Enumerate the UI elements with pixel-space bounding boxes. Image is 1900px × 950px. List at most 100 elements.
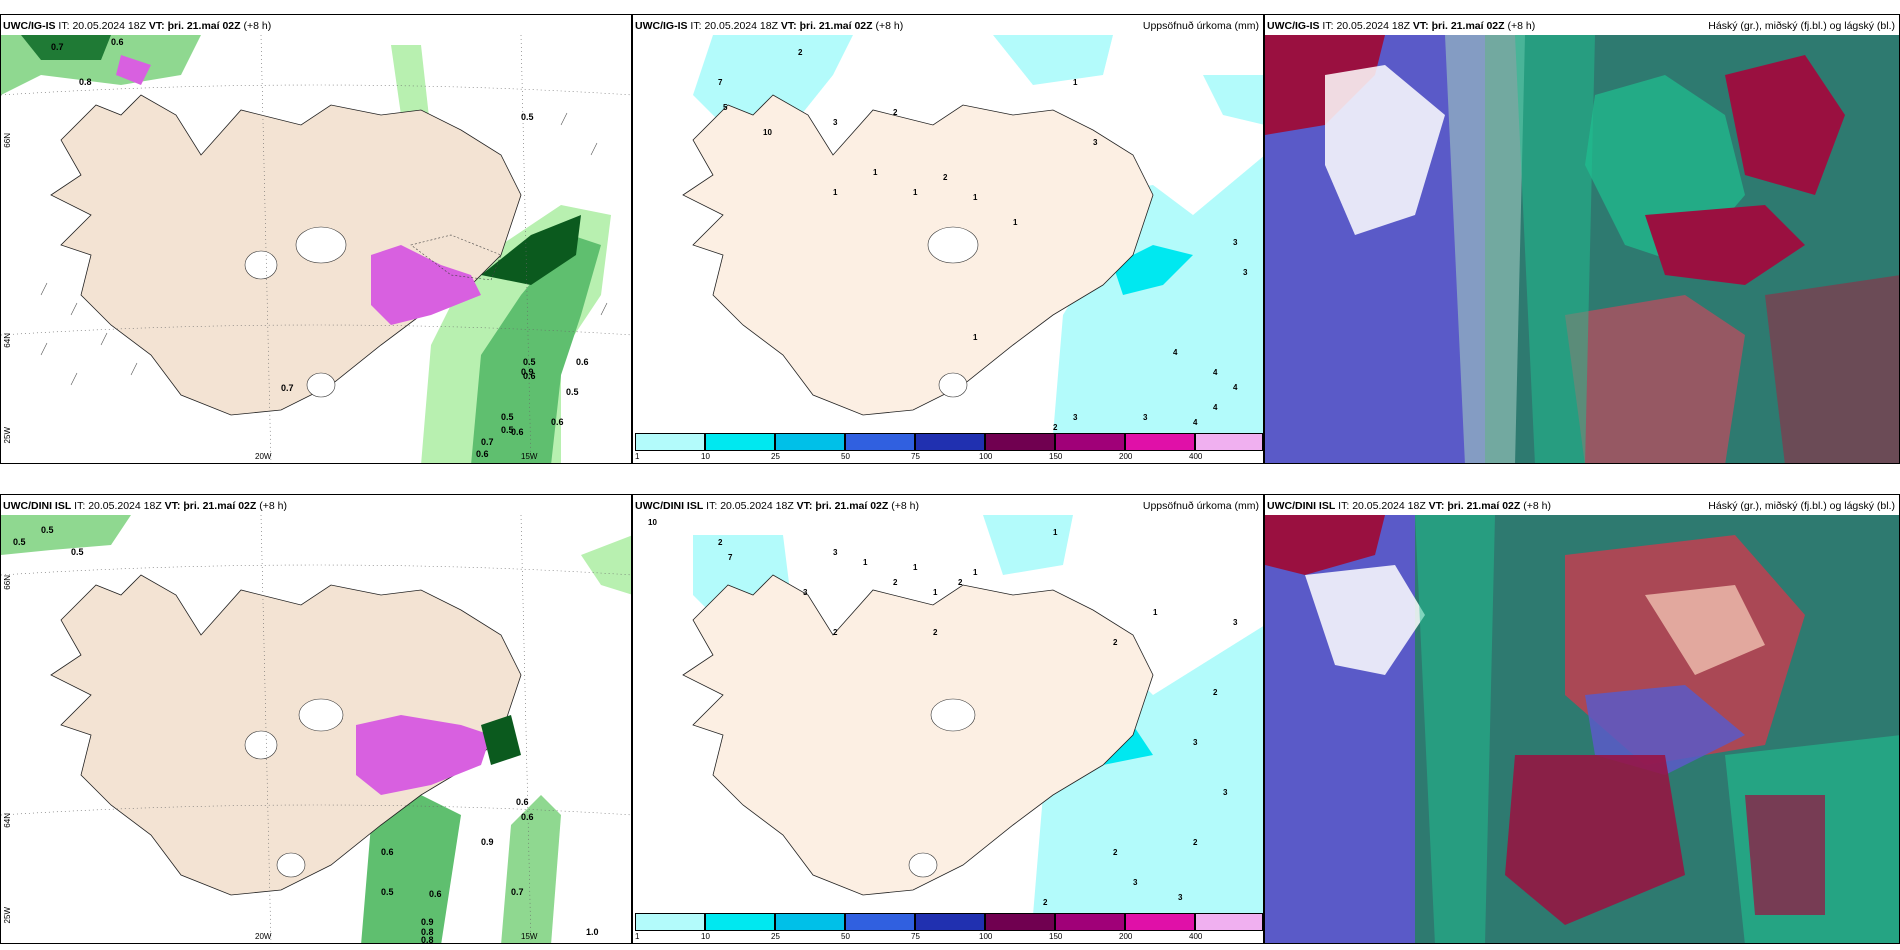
svg-text:3: 3 bbox=[1223, 788, 1228, 797]
svg-text:0.6: 0.6 bbox=[511, 427, 524, 437]
svg-text:3: 3 bbox=[1243, 268, 1248, 277]
svg-text:0.9: 0.9 bbox=[521, 367, 534, 377]
lon-label-15w: 15W bbox=[521, 452, 538, 461]
svg-text:3: 3 bbox=[1233, 238, 1238, 247]
value-label: 0.5 bbox=[521, 112, 534, 122]
svg-text:3: 3 bbox=[833, 548, 838, 557]
svg-text:0.6: 0.6 bbox=[476, 449, 489, 459]
cloud-map-top bbox=[1265, 35, 1899, 463]
svg-text:0.8: 0.8 bbox=[421, 935, 434, 944]
svg-text:10: 10 bbox=[763, 128, 772, 137]
lat-label-66n-bottom: 66N bbox=[3, 575, 12, 590]
wind-precip-map-bottom: 0.5 0.5 0.5 0.6 0.5 0.6 0.6 0.6 0.9 0.7 … bbox=[1, 495, 631, 944]
svg-text:0.5: 0.5 bbox=[501, 425, 514, 435]
panel-title-bottom-left: UWC/DINI ISL IT: 20.05.2024 18Z VT: þri.… bbox=[3, 500, 287, 512]
precip-colorbar-bottom: 1 10 25 50 75 100 150 200 400 bbox=[633, 913, 1263, 943]
precip-panel-title-bottom: Uppsöfnuð úrkoma (mm) bbox=[1142, 500, 1259, 512]
panel-title-top-right: UWC/IG-IS IT: 20.05.2024 18Z VT: þri. 21… bbox=[1267, 20, 1536, 32]
svg-text:2: 2 bbox=[718, 538, 723, 547]
svg-text:1: 1 bbox=[1073, 78, 1078, 87]
svg-text:0.5: 0.5 bbox=[566, 387, 579, 397]
panel-precip-top: UWC/IG-IS IT: 20.05.2024 18Z VT: þri. 21… bbox=[632, 14, 1264, 464]
svg-text:2: 2 bbox=[958, 578, 963, 587]
svg-text:2: 2 bbox=[893, 108, 898, 117]
panel-cloud-top: UWC/IG-IS IT: 20.05.2024 18Z VT: þri. 21… bbox=[1264, 14, 1900, 464]
svg-text:0.7: 0.7 bbox=[511, 887, 524, 897]
cloud-panel-title-top: Háský (gr.), miðský (fj.bl.) og lágský (… bbox=[1708, 20, 1895, 32]
lon-label-20w: 20W bbox=[255, 452, 272, 461]
svg-text:1: 1 bbox=[833, 188, 838, 197]
iceland-land-precip-bottom bbox=[682, 574, 1154, 896]
cb-tick: 1 bbox=[635, 452, 640, 461]
lat-label-25w-bottom: 25W bbox=[3, 907, 12, 924]
svg-text:3: 3 bbox=[1073, 413, 1078, 422]
cloud-panel-title-bottom: Háský (gr.), miðský (fj.bl.) og lágský (… bbox=[1708, 500, 1895, 512]
precip-map-top: 2 7 5 10 3 2 1 1 1 1 1 2 1 1 3 4 4 4 4 4… bbox=[633, 15, 1263, 435]
panel-precip-bottom: UWC/DINI ISL IT: 20.05.2024 18Z VT: þri.… bbox=[632, 494, 1264, 944]
svg-text:0.9: 0.9 bbox=[481, 837, 494, 847]
svg-text:0.5: 0.5 bbox=[381, 887, 394, 897]
svg-text:2: 2 bbox=[1213, 688, 1218, 697]
svg-text:0.5: 0.5 bbox=[41, 525, 54, 535]
svg-text:1: 1 bbox=[873, 168, 878, 177]
svg-text:4: 4 bbox=[1193, 418, 1198, 427]
svg-text:2: 2 bbox=[1113, 848, 1118, 857]
svg-text:1: 1 bbox=[1013, 218, 1018, 227]
svg-text:0.8: 0.8 bbox=[79, 77, 92, 87]
svg-text:4: 4 bbox=[1213, 403, 1218, 412]
svg-text:0.9: 0.9 bbox=[421, 917, 434, 927]
svg-text:1: 1 bbox=[933, 588, 938, 597]
panel-wind-precip-bottom: UWC/DINI ISL IT: 20.05.2024 18Z VT: þri.… bbox=[0, 494, 632, 944]
svg-text:3: 3 bbox=[1093, 138, 1098, 147]
svg-text:0.6: 0.6 bbox=[429, 889, 442, 899]
svg-text:2: 2 bbox=[943, 173, 948, 182]
svg-text:1.0: 1.0 bbox=[586, 927, 599, 937]
cloud-map-bottom bbox=[1265, 515, 1899, 943]
svg-text:0.6: 0.6 bbox=[381, 847, 394, 857]
svg-text:0.6: 0.6 bbox=[521, 812, 534, 822]
svg-text:1: 1 bbox=[913, 563, 918, 572]
svg-text:2: 2 bbox=[1053, 423, 1058, 432]
lat-label-66n: 66N bbox=[3, 133, 12, 148]
svg-text:0.6: 0.6 bbox=[516, 797, 529, 807]
lat-label-25w: 25W bbox=[3, 427, 12, 444]
lon-label-15w-bottom: 15W bbox=[521, 932, 538, 941]
precip-panel-title-top: Uppsöfnuð úrkoma (mm) bbox=[1142, 20, 1259, 32]
svg-text:1: 1 bbox=[1053, 528, 1058, 537]
svg-text:3: 3 bbox=[833, 118, 838, 127]
precip-map-bottom: 10 2 7 3 2 1 2 1 1 2 3 1 1 2 2 3 2 3 3 1… bbox=[633, 495, 1263, 915]
svg-text:4: 4 bbox=[1233, 383, 1238, 392]
svg-text:3: 3 bbox=[1193, 738, 1198, 747]
svg-text:0.5: 0.5 bbox=[71, 547, 84, 557]
svg-text:0.7: 0.7 bbox=[481, 437, 494, 447]
svg-text:2: 2 bbox=[1113, 638, 1118, 647]
svg-text:10: 10 bbox=[648, 518, 657, 527]
panel-wind-precip-top: UWC/IG-IS IT: 20.05.2024 18Z VT: þri. 21… bbox=[0, 14, 632, 464]
svg-text:3: 3 bbox=[1143, 413, 1148, 422]
svg-text:0.6: 0.6 bbox=[111, 37, 124, 47]
svg-text:2: 2 bbox=[933, 628, 938, 637]
svg-text:3: 3 bbox=[803, 588, 808, 597]
svg-text:1: 1 bbox=[973, 333, 978, 342]
svg-text:2: 2 bbox=[893, 578, 898, 587]
svg-text:4: 4 bbox=[1213, 368, 1218, 377]
panel-title-top-mid: UWC/IG-IS IT: 20.05.2024 18Z VT: þri. 21… bbox=[635, 20, 904, 32]
svg-text:1: 1 bbox=[913, 188, 918, 197]
precip-colorbar-top: 1 10 25 50 75 100 150 200 400 bbox=[633, 433, 1263, 463]
lat-label-64n-bottom: 64N bbox=[3, 813, 12, 828]
svg-text:4: 4 bbox=[1173, 348, 1178, 357]
iceland-land-precip bbox=[682, 94, 1154, 416]
svg-text:0.7: 0.7 bbox=[51, 42, 64, 52]
panel-title-bottom-right: UWC/DINI ISL IT: 20.05.2024 18Z VT: þri.… bbox=[1267, 500, 1551, 512]
svg-text:2: 2 bbox=[1043, 898, 1048, 907]
lat-label-64n: 64N bbox=[3, 333, 12, 348]
svg-text:7: 7 bbox=[728, 553, 733, 562]
lon-label-20w-bottom: 20W bbox=[255, 932, 272, 941]
svg-text:0.6: 0.6 bbox=[523, 371, 536, 381]
panel-cloud-bottom: UWC/DINI ISL IT: 20.05.2024 18Z VT: þri.… bbox=[1264, 494, 1900, 944]
svg-text:7: 7 bbox=[718, 78, 723, 87]
svg-text:0.6: 0.6 bbox=[551, 417, 564, 427]
svg-text:5: 5 bbox=[723, 103, 728, 112]
svg-text:1: 1 bbox=[973, 568, 978, 577]
svg-text:1: 1 bbox=[973, 193, 978, 202]
